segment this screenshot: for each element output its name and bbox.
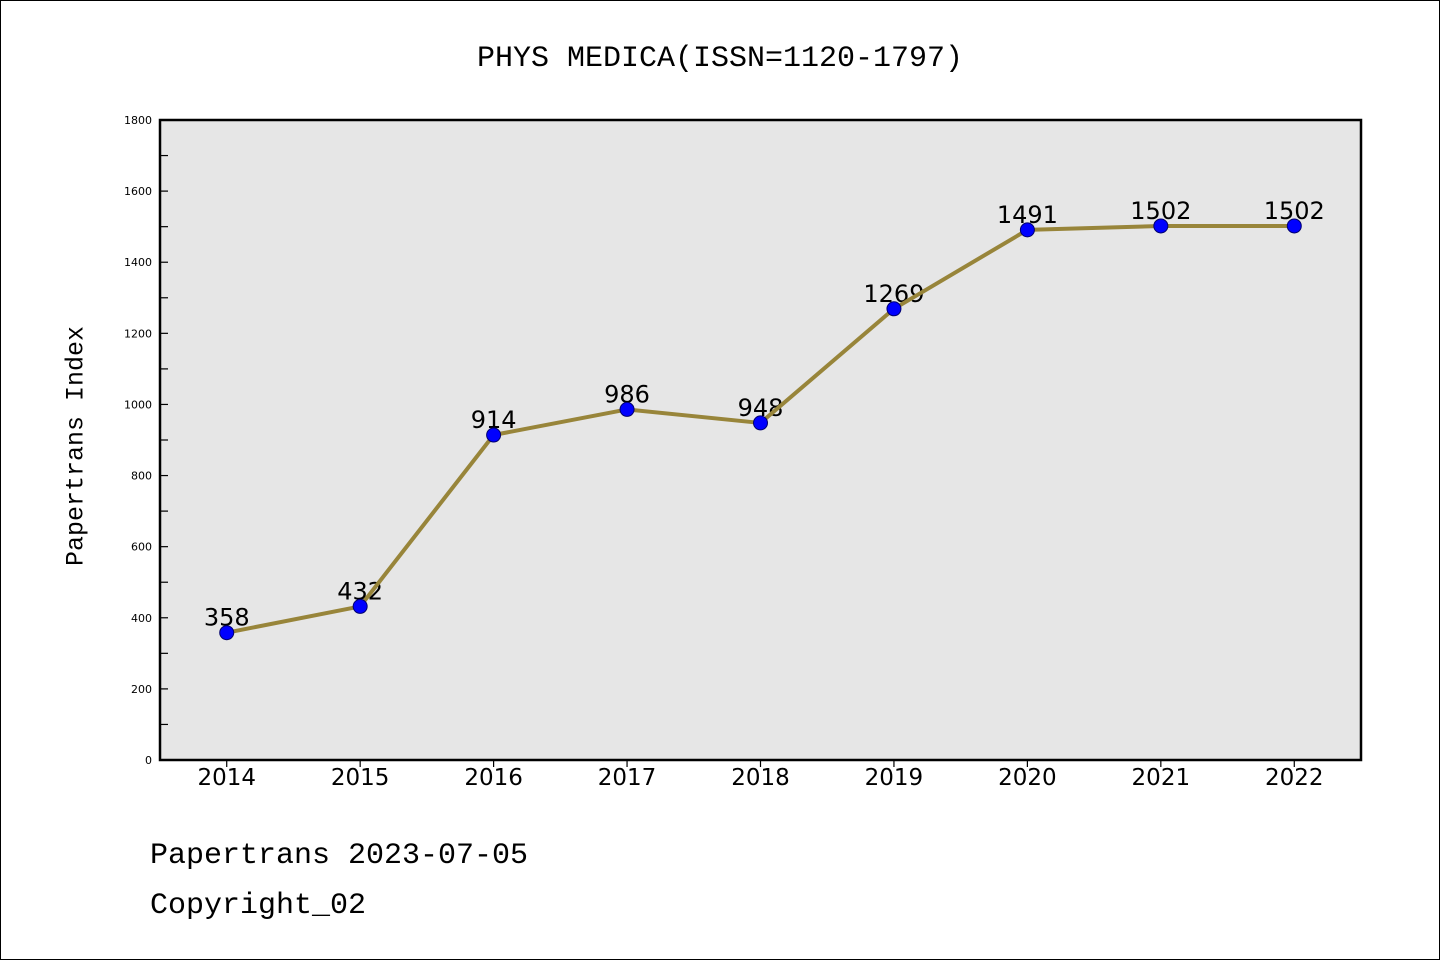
footer-date-line: Papertrans 2023-07-05	[150, 839, 528, 873]
chart-title: PHYS MEDICA(ISSN=1120-1797)	[477, 42, 963, 76]
x-tick-label: 2015	[331, 765, 390, 791]
data-point	[1153, 218, 1169, 234]
x-tick-label: 2017	[598, 765, 657, 791]
x-tick-label: 2014	[197, 765, 256, 791]
x-axis: 2014 2015 2016 2017 2018 2019 2020 2021 2022	[197, 760, 1324, 791]
x-tick-label: 2016	[464, 765, 523, 791]
data-point	[1019, 222, 1035, 238]
data-point	[219, 625, 235, 641]
y-tick-label: 1800	[124, 114, 152, 127]
data-point	[619, 401, 635, 417]
y-tick-label: 1400	[124, 256, 152, 269]
y-tick-label: 800	[131, 470, 152, 483]
y-tick-label: 1000	[124, 398, 152, 411]
y-tick-label: 0	[145, 754, 152, 767]
footer-copyright: Copyright_02	[150, 889, 366, 923]
y-tick-label: 1600	[124, 185, 152, 198]
x-tick-label: 2022	[1265, 765, 1324, 791]
data-point	[886, 301, 902, 317]
data-point	[352, 598, 368, 614]
x-tick-label: 2018	[731, 765, 790, 791]
data-point	[753, 415, 768, 431]
x-tick-label: 2020	[998, 765, 1057, 791]
y-tick-label: 200	[131, 683, 152, 696]
data-point	[486, 427, 502, 443]
y-axis: 0 200 400 600 800 1000 1200 1400 1600 1800	[124, 114, 168, 767]
y-tick-label: 600	[131, 541, 152, 554]
x-tick-label: 2019	[865, 765, 924, 791]
data-points	[219, 218, 1302, 641]
y-tick-label: 400	[131, 612, 152, 625]
y-tick-label: 1200	[124, 327, 152, 340]
data-point	[1286, 218, 1302, 234]
x-tick-label: 2021	[1132, 765, 1191, 791]
y-axis-label: Papertrans Index	[62, 326, 91, 566]
